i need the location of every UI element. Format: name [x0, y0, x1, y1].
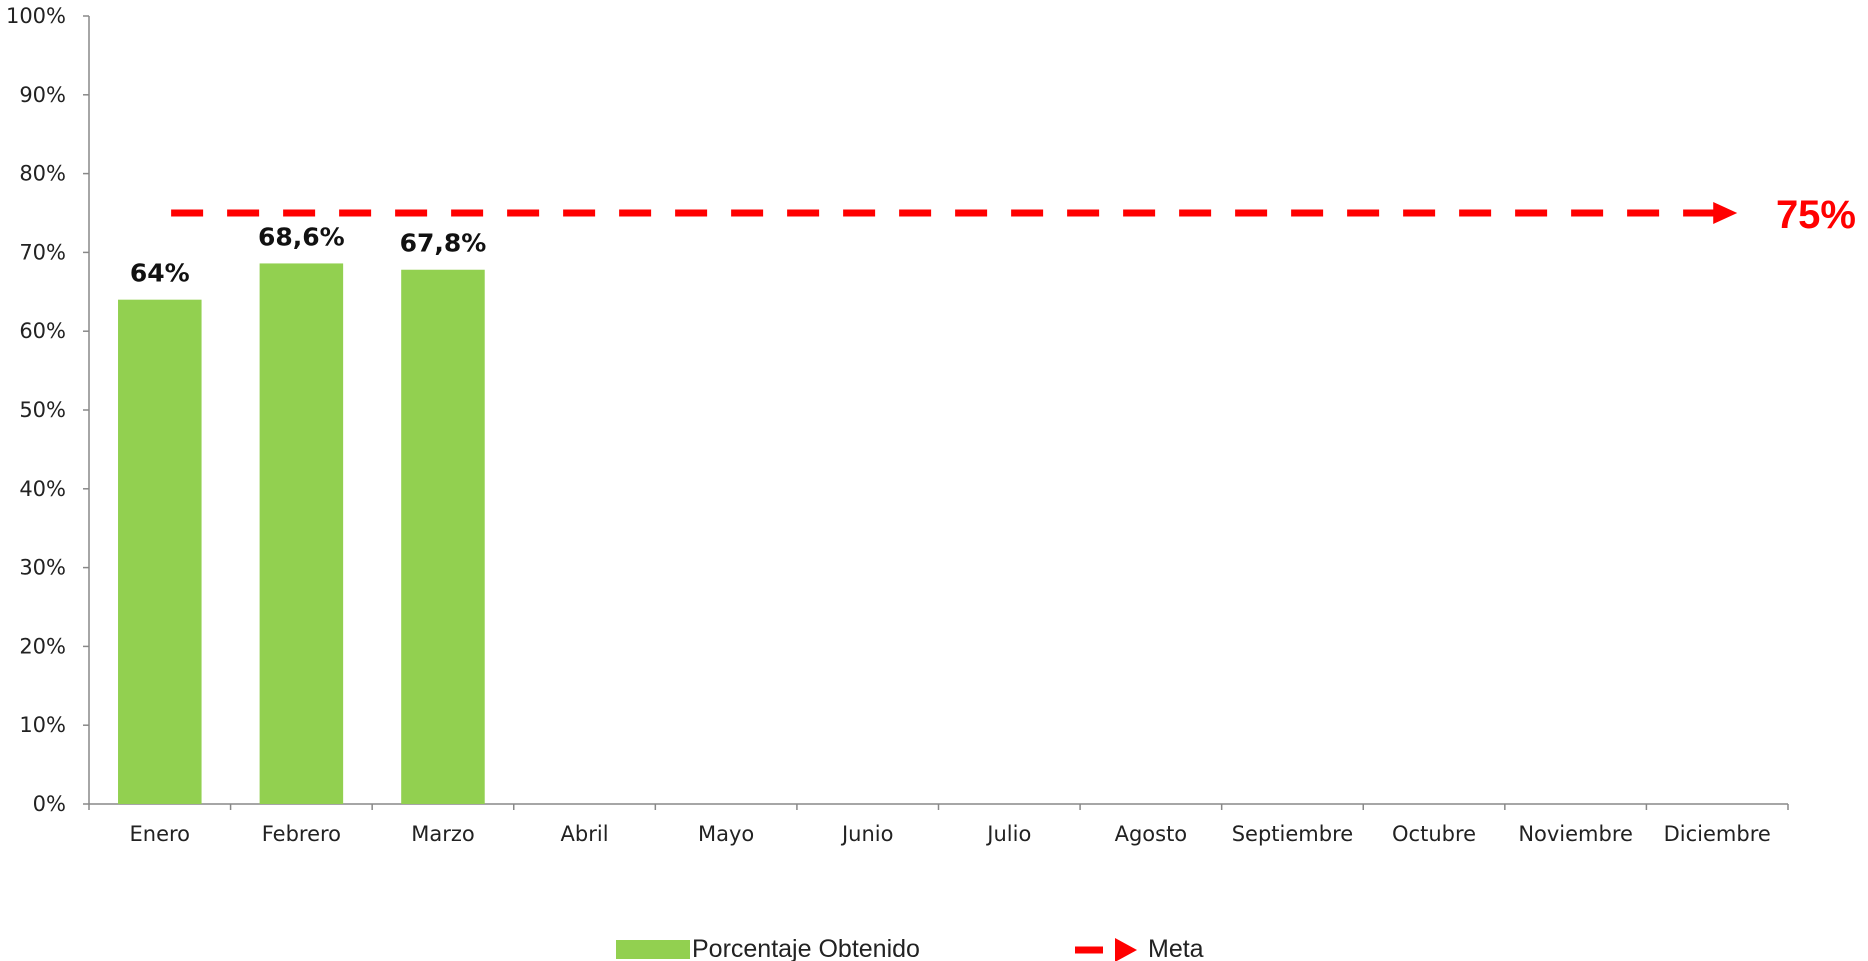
y-tick-label: 20% — [19, 634, 66, 658]
legend-label-meta: Meta — [1148, 935, 1204, 961]
legend: Porcentaje Obtenido Meta — [616, 935, 1204, 961]
x-category-label: Agosto — [1115, 822, 1188, 846]
y-tick-label: 70% — [19, 240, 66, 264]
x-category-label: Diciembre — [1664, 822, 1771, 846]
y-tick-label: 50% — [19, 398, 66, 422]
meta-arrow-head — [1713, 202, 1738, 224]
x-category-label: Julio — [985, 822, 1031, 846]
y-tick-label: 100% — [6, 4, 66, 28]
x-category-label: Noviembre — [1518, 822, 1633, 846]
y-tick-label: 0% — [33, 792, 66, 816]
y-tick-label: 90% — [19, 83, 66, 107]
legend-label-bar: Porcentaje Obtenido — [692, 935, 920, 961]
x-category-label: Junio — [840, 822, 894, 846]
y-tick-label: 80% — [19, 162, 66, 186]
x-category-label: Febrero — [262, 822, 341, 846]
bar — [401, 269, 485, 805]
legend-swatch-bar — [616, 940, 690, 959]
x-category-label: Mayo — [698, 822, 754, 846]
bar — [118, 299, 202, 804]
data-label: 68,6% — [258, 222, 345, 251]
legend-swatch-meta-arrow — [1115, 938, 1137, 961]
data-label: 67,8% — [400, 229, 487, 258]
bar — [259, 263, 344, 804]
axes — [88, 16, 1788, 805]
x-category-label: Enero — [130, 822, 191, 846]
x-category-label: Marzo — [411, 822, 475, 846]
meta-line-group: 75% — [171, 193, 1856, 237]
x-category-label: Octubre — [1392, 822, 1476, 846]
bar-series — [118, 263, 485, 805]
data-label: 64% — [130, 259, 190, 288]
y-tick-label: 60% — [19, 319, 66, 343]
meta-value-label: 75% — [1776, 193, 1856, 237]
y-axis-ticks: 0% 10% 20% 30% 40% 50% 60% 70% 80% 90% 100% — [6, 4, 89, 816]
y-tick-label: 10% — [19, 713, 66, 737]
data-labels: 64% 68,6% 67,8% — [130, 222, 486, 287]
x-category-label: Abril — [561, 822, 609, 846]
x-category-label: Septiembre — [1232, 822, 1353, 846]
y-tick-label: 30% — [19, 556, 66, 580]
y-tick-label: 40% — [19, 477, 66, 501]
x-axis-categories: Enero Febrero Marzo Abril Mayo Junio Julio Agos… — [88, 804, 1789, 846]
